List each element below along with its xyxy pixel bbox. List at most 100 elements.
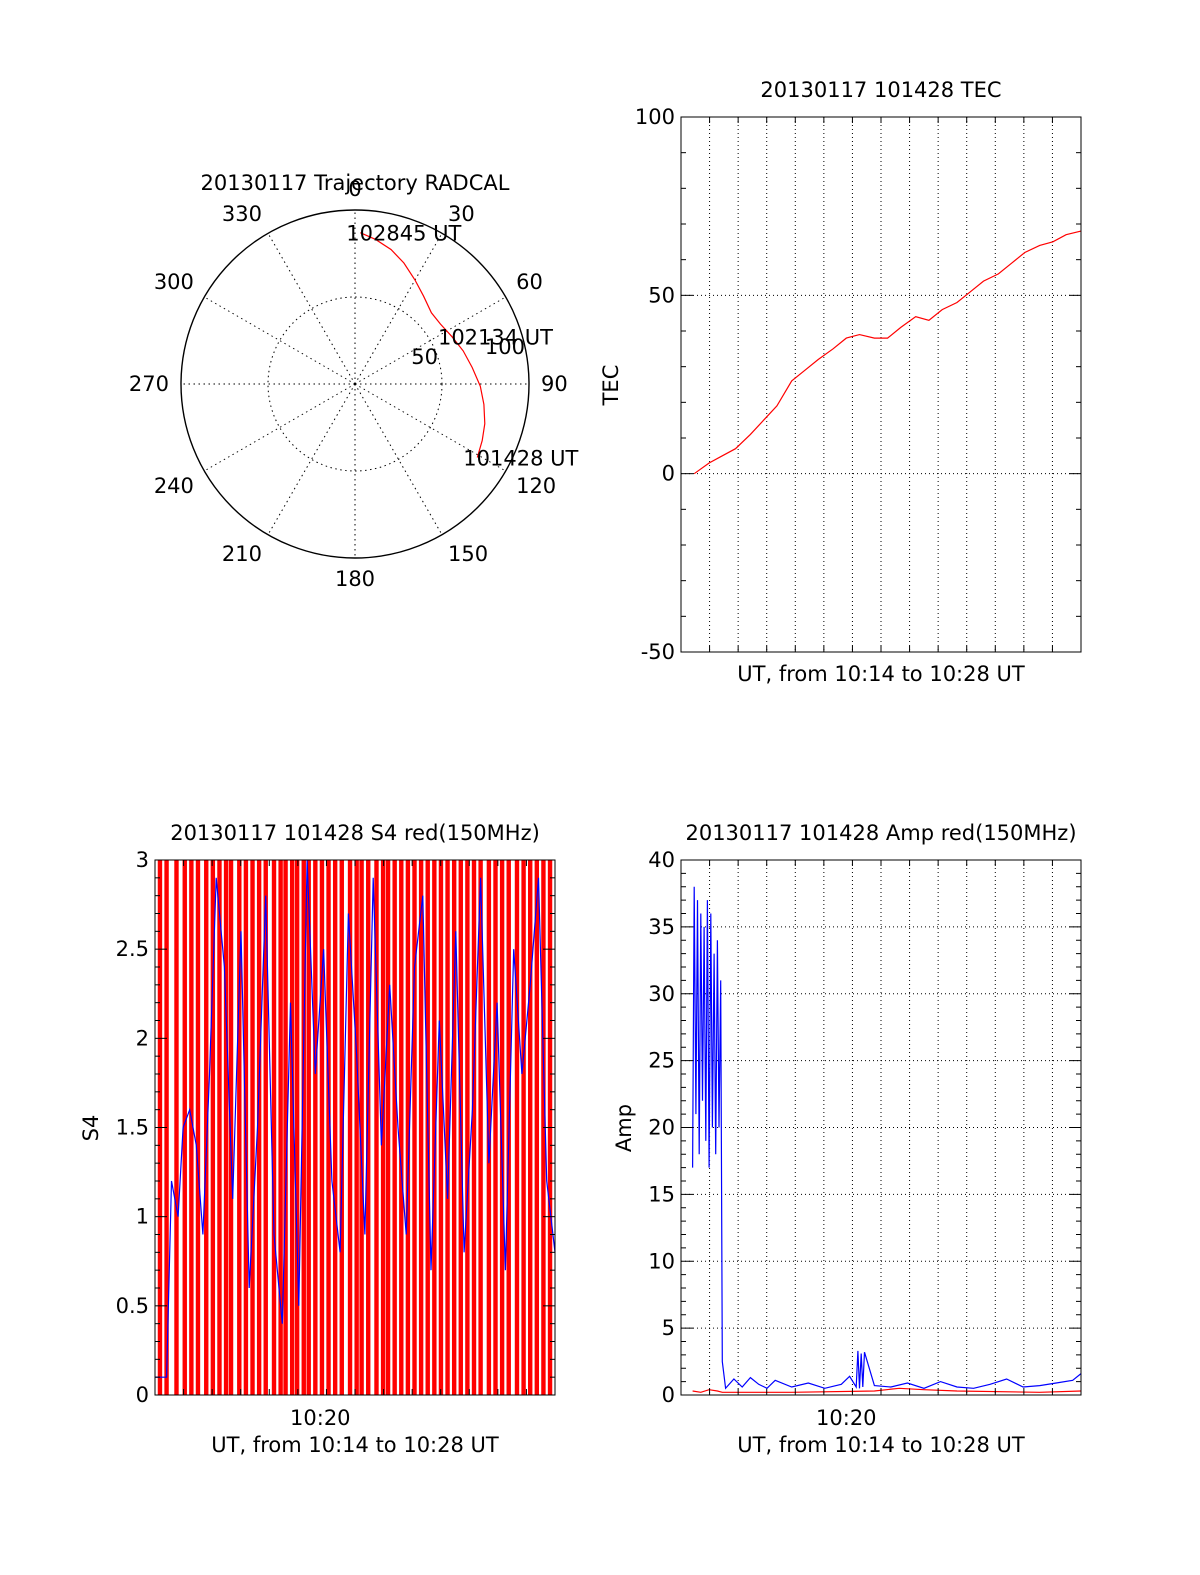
polar-outer-ring [180, 209, 530, 559]
s4-red-column [278, 860, 283, 1395]
s4-red-column [332, 860, 338, 1395]
s4-red-column [271, 860, 277, 1395]
s4-red-column [521, 860, 526, 1395]
s4-red-column [319, 860, 325, 1395]
s4-red-column [301, 860, 306, 1395]
polar-azimuth-labels: 0 30 60 90 120 150 180 210 240 270 300 330 [129, 177, 568, 591]
s4-red-column [451, 860, 457, 1395]
amp-yticklabels: 0 5 10 15 20 25 30 35 40 [648, 848, 675, 1407]
s4-red-column [189, 860, 194, 1395]
polar-azimuth-label: 90 [541, 372, 568, 396]
s4-red-column [210, 860, 216, 1395]
ytick-label: 1 [136, 1205, 149, 1229]
s4-red-column [326, 860, 331, 1395]
s4-red-column [228, 860, 234, 1395]
s4-red-column [514, 860, 520, 1395]
trajectory-time-label: 101428 UT [463, 446, 578, 470]
ytick-label: 0 [662, 1383, 675, 1407]
ytick-label: 1.5 [116, 1116, 149, 1140]
s4-red-column [418, 860, 424, 1395]
polar-azimuth-label: 60 [516, 270, 543, 294]
s4-red-column [223, 860, 229, 1395]
polar-spoke [354, 296, 506, 385]
s4-red-column [478, 860, 483, 1395]
s4-red-column [237, 860, 242, 1395]
polar-radial-label: 50 [411, 345, 438, 369]
s4-panel: 20130117 101428 S4 red(150MHz) 0 0.5 1 1.5 2… [79, 821, 556, 1457]
polar-spoke [354, 383, 506, 472]
s4-ylabel: S4 [79, 1115, 103, 1142]
polar-spoke [267, 383, 356, 535]
polar-trajectory [360, 232, 486, 458]
s4-red-column [374, 860, 379, 1395]
trajectory-time-label: 102845 UT [346, 222, 461, 246]
s4-red-column [399, 860, 404, 1395]
s4-red-column [499, 860, 505, 1395]
s4-red-column [182, 860, 187, 1395]
polar-azimuth-label: 0 [348, 177, 361, 201]
s4-red-column [486, 860, 492, 1395]
series-line-0 [693, 230, 1082, 475]
ytick-label: 100 [635, 105, 675, 129]
s4-ticks [155, 859, 555, 1396]
amp-grid [681, 860, 1081, 1395]
ytick-label: 15 [648, 1182, 675, 1206]
ytick-label: 30 [648, 982, 675, 1006]
s4-red-column [339, 860, 344, 1395]
s4-title: 20130117 101428 S4 red(150MHz) [170, 821, 540, 845]
ytick-label: 2 [136, 1026, 149, 1050]
s4-red-column [528, 860, 533, 1395]
s4-xticklabels: 10:20 [290, 1406, 351, 1430]
trajectory-title: 20130117 Trajectory RADCAL [201, 171, 510, 195]
ytick-label: 35 [648, 915, 675, 939]
polar-radial-label: 100 [485, 335, 525, 359]
s4-red-column [306, 860, 311, 1395]
s4-red-column [250, 860, 255, 1395]
s4-red-column [445, 860, 450, 1395]
ytick-label: 5 [662, 1316, 675, 1340]
s4-red-column [289, 860, 295, 1395]
tec-ylabel: TEC [599, 365, 623, 407]
s4-red-column [380, 860, 386, 1395]
polar-azimuth-label: 210 [222, 542, 262, 566]
trajectory-time-label: 102134 UT [438, 326, 553, 350]
s4-red-column [438, 860, 444, 1395]
amp-ylabel: Amp [612, 1104, 636, 1152]
amp-ticks [681, 859, 1081, 1396]
polar-spoke [204, 296, 356, 385]
polar-azimuth-label: 30 [448, 202, 475, 226]
ytick-label: -50 [641, 640, 675, 664]
series-line-0 [691, 886, 1082, 1390]
tec-title: 20130117 101428 TEC [760, 78, 1001, 102]
ytick-label: 10 [648, 1249, 675, 1273]
s4-red-column [204, 860, 209, 1395]
s4-red-column [195, 860, 201, 1395]
polar-azimuth-label: 330 [222, 202, 262, 226]
s4-red-column [283, 860, 288, 1395]
polar-spoke [204, 383, 356, 472]
s4-red-column [256, 860, 262, 1395]
ytick-label: 3 [136, 848, 149, 872]
amp-panel: 20130117 101428 Amp red(150MHz) 0 5 10 15 20… [612, 821, 1082, 1457]
polar-inner-ring [267, 296, 443, 472]
s4-red-column [366, 860, 371, 1395]
ytick-label: 20 [648, 1116, 675, 1140]
s4-red-column [217, 860, 222, 1395]
ytick-label: 0 [662, 462, 675, 486]
s4-yticklabels: 0 0.5 1 1.5 2 2.5 3 [116, 848, 149, 1407]
s4-red-column [174, 860, 179, 1395]
polar-annotations: 102845 UT 102134 UT 101428 UT [346, 222, 578, 471]
series-line-0 [155, 859, 556, 1378]
tec-grid [681, 117, 1081, 652]
s4-red-column [294, 860, 300, 1395]
s4-red-column [465, 860, 470, 1395]
polar-azimuth-label: 240 [154, 474, 194, 498]
tec-series [693, 230, 1082, 475]
s4-red-column [313, 860, 318, 1395]
polar-azimuth-label: 300 [154, 270, 194, 294]
polar-grid [180, 209, 530, 559]
s4-red-column [471, 860, 477, 1395]
ytick-label: 0 [136, 1383, 149, 1407]
tec-xlabel: UT, from 10:14 to 10:28 UT [737, 662, 1025, 686]
